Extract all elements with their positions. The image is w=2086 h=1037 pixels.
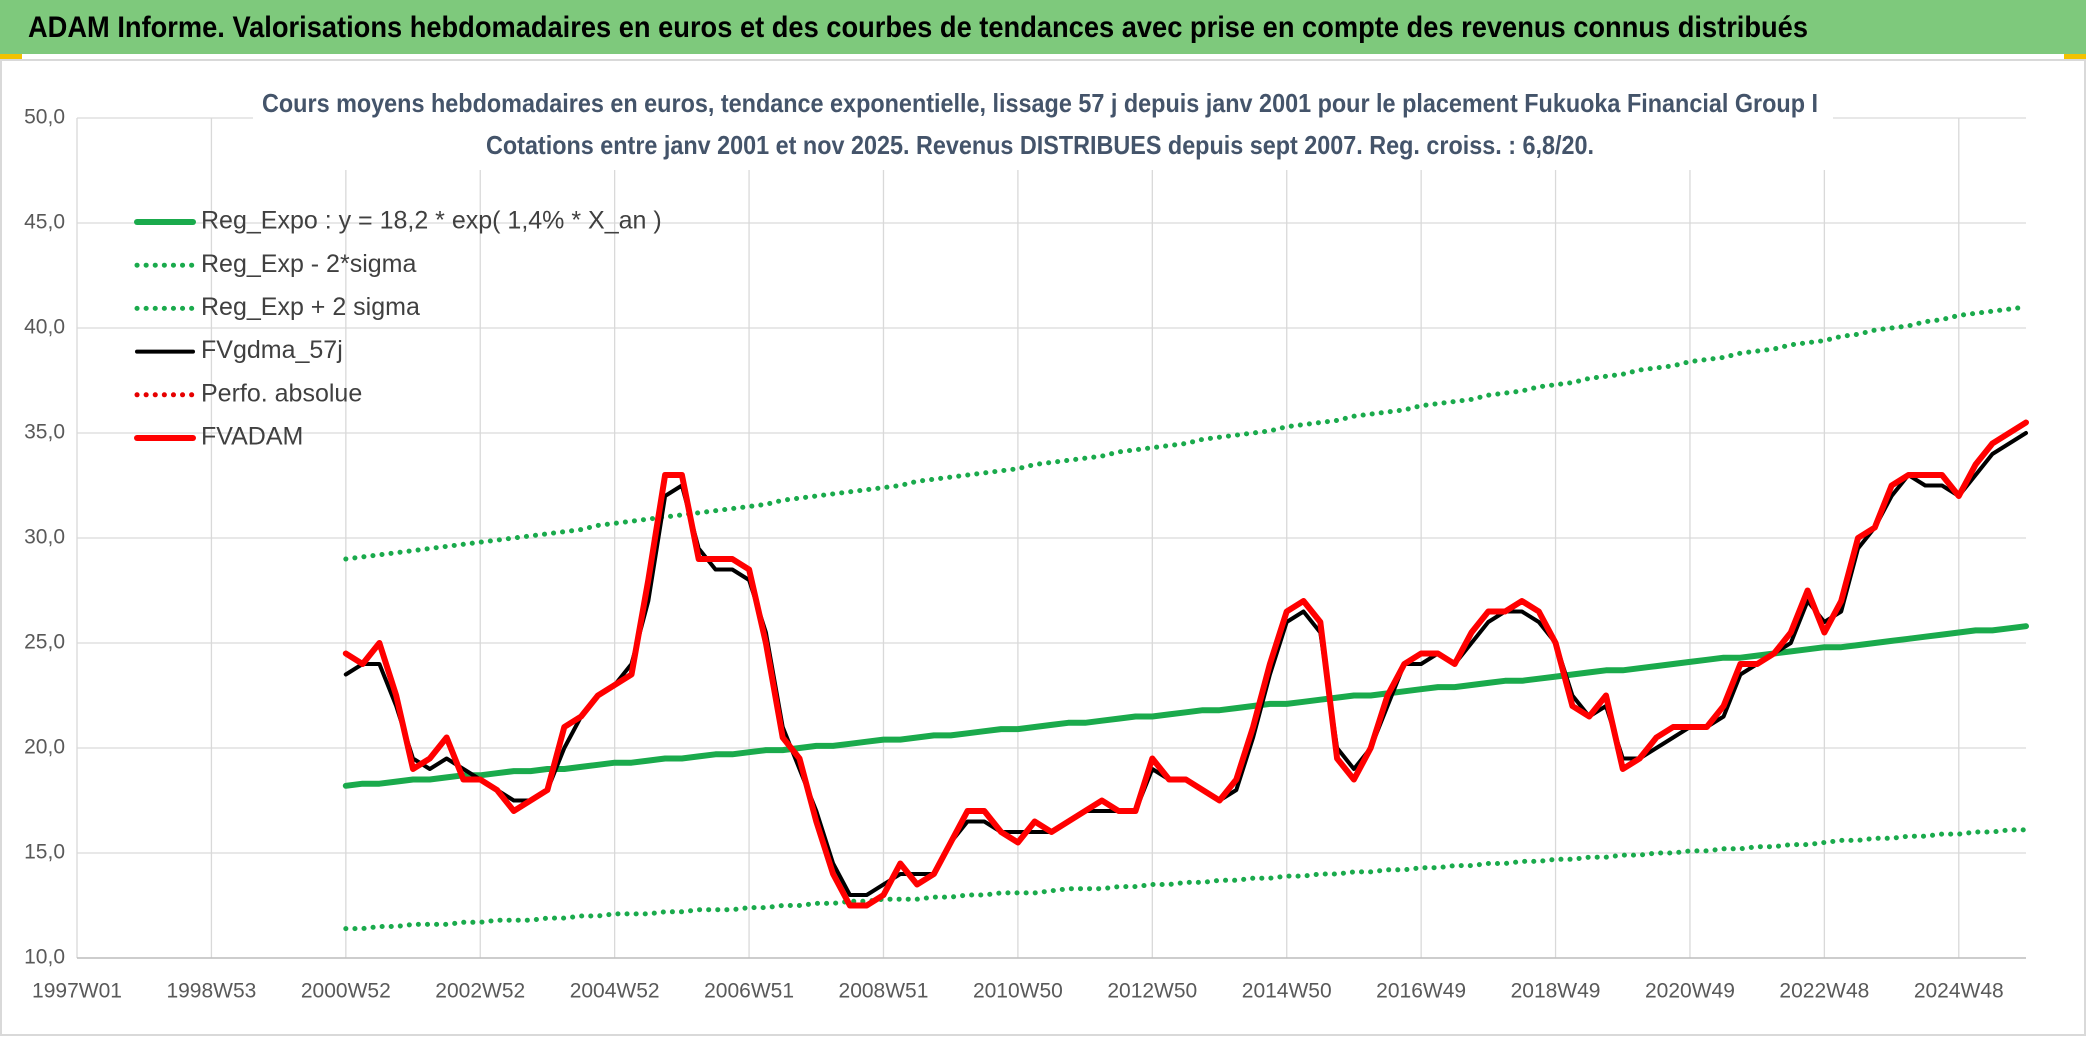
x-tick-label: 2008W51 [839, 980, 929, 1003]
y-tick-label: 50,0 [24, 106, 65, 129]
x-tick-label: 2016W49 [1376, 980, 1466, 1003]
series-line [342, 419, 2029, 909]
legend-label: FVgdma_57j [201, 336, 343, 364]
legend-label: FVADAM [201, 423, 303, 451]
series-line [343, 304, 2029, 562]
x-tick-label: 2018W49 [1511, 980, 1601, 1003]
y-tick-label: 15,0 [24, 841, 65, 864]
legend: Reg_Expo : y = 18,2 * exp( 1,4% * X_an )… [134, 207, 662, 451]
y-tick-label: 20,0 [24, 736, 65, 759]
y-tick-label: 35,0 [24, 421, 65, 444]
x-tick-label: 2006W51 [704, 980, 794, 1003]
x-tick-label: 1997W01 [32, 980, 122, 1003]
legend-label: Perfo. absolue [201, 379, 362, 407]
x-tick-label: 2022W48 [1779, 980, 1869, 1003]
series-line [342, 623, 2029, 789]
plot: 10,0 15,0 20,0 25,0 30,0 35,0 40,0 45,0 50,0 1997… [24, 106, 2029, 1003]
x-tick-label: 2024W48 [1914, 980, 2004, 1003]
series-line [343, 827, 2029, 932]
y-tick-label: 30,0 [24, 526, 65, 549]
y-tick-label: 10,0 [24, 946, 65, 969]
chart-frame [0, 59, 2086, 1036]
chart-title: Cours moyens hebdomadaires en euros, ten… [262, 88, 1818, 118]
x-tick-label: 2012W50 [1107, 980, 1197, 1003]
title-background [253, 84, 1833, 170]
legend-label: Reg_Exp - 2*sigma [201, 250, 416, 278]
header-title: ADAM Informe. Valorisations hebdomadaire… [28, 11, 1808, 44]
x-tick-label: 1998W53 [166, 980, 256, 1003]
legend-label: Reg_Exp + 2 sigma [201, 293, 420, 321]
x-tick-label: 2010W50 [973, 980, 1063, 1003]
x-tick-label: 2000W52 [301, 980, 391, 1003]
corner [0, 54, 22, 60]
corner [2064, 54, 2086, 60]
y-tick-label: 45,0 [24, 211, 65, 234]
x-tick-label: 2004W52 [570, 980, 660, 1003]
chart-subtitle: Cotations entre janv 2001 et nov 2025. R… [486, 130, 1594, 160]
x-tick-label: 2020W49 [1645, 980, 1735, 1003]
y-tick-label: 25,0 [24, 631, 65, 654]
legend-label: Reg_Expo : y = 18,2 * exp( 1,4% * X_an ) [201, 207, 662, 235]
x-tick-label: 2014W50 [1242, 980, 1332, 1003]
x-tick-label: 2002W52 [435, 980, 525, 1003]
y-tick-label: 40,0 [24, 316, 65, 339]
header-bar [0, 0, 2086, 54]
